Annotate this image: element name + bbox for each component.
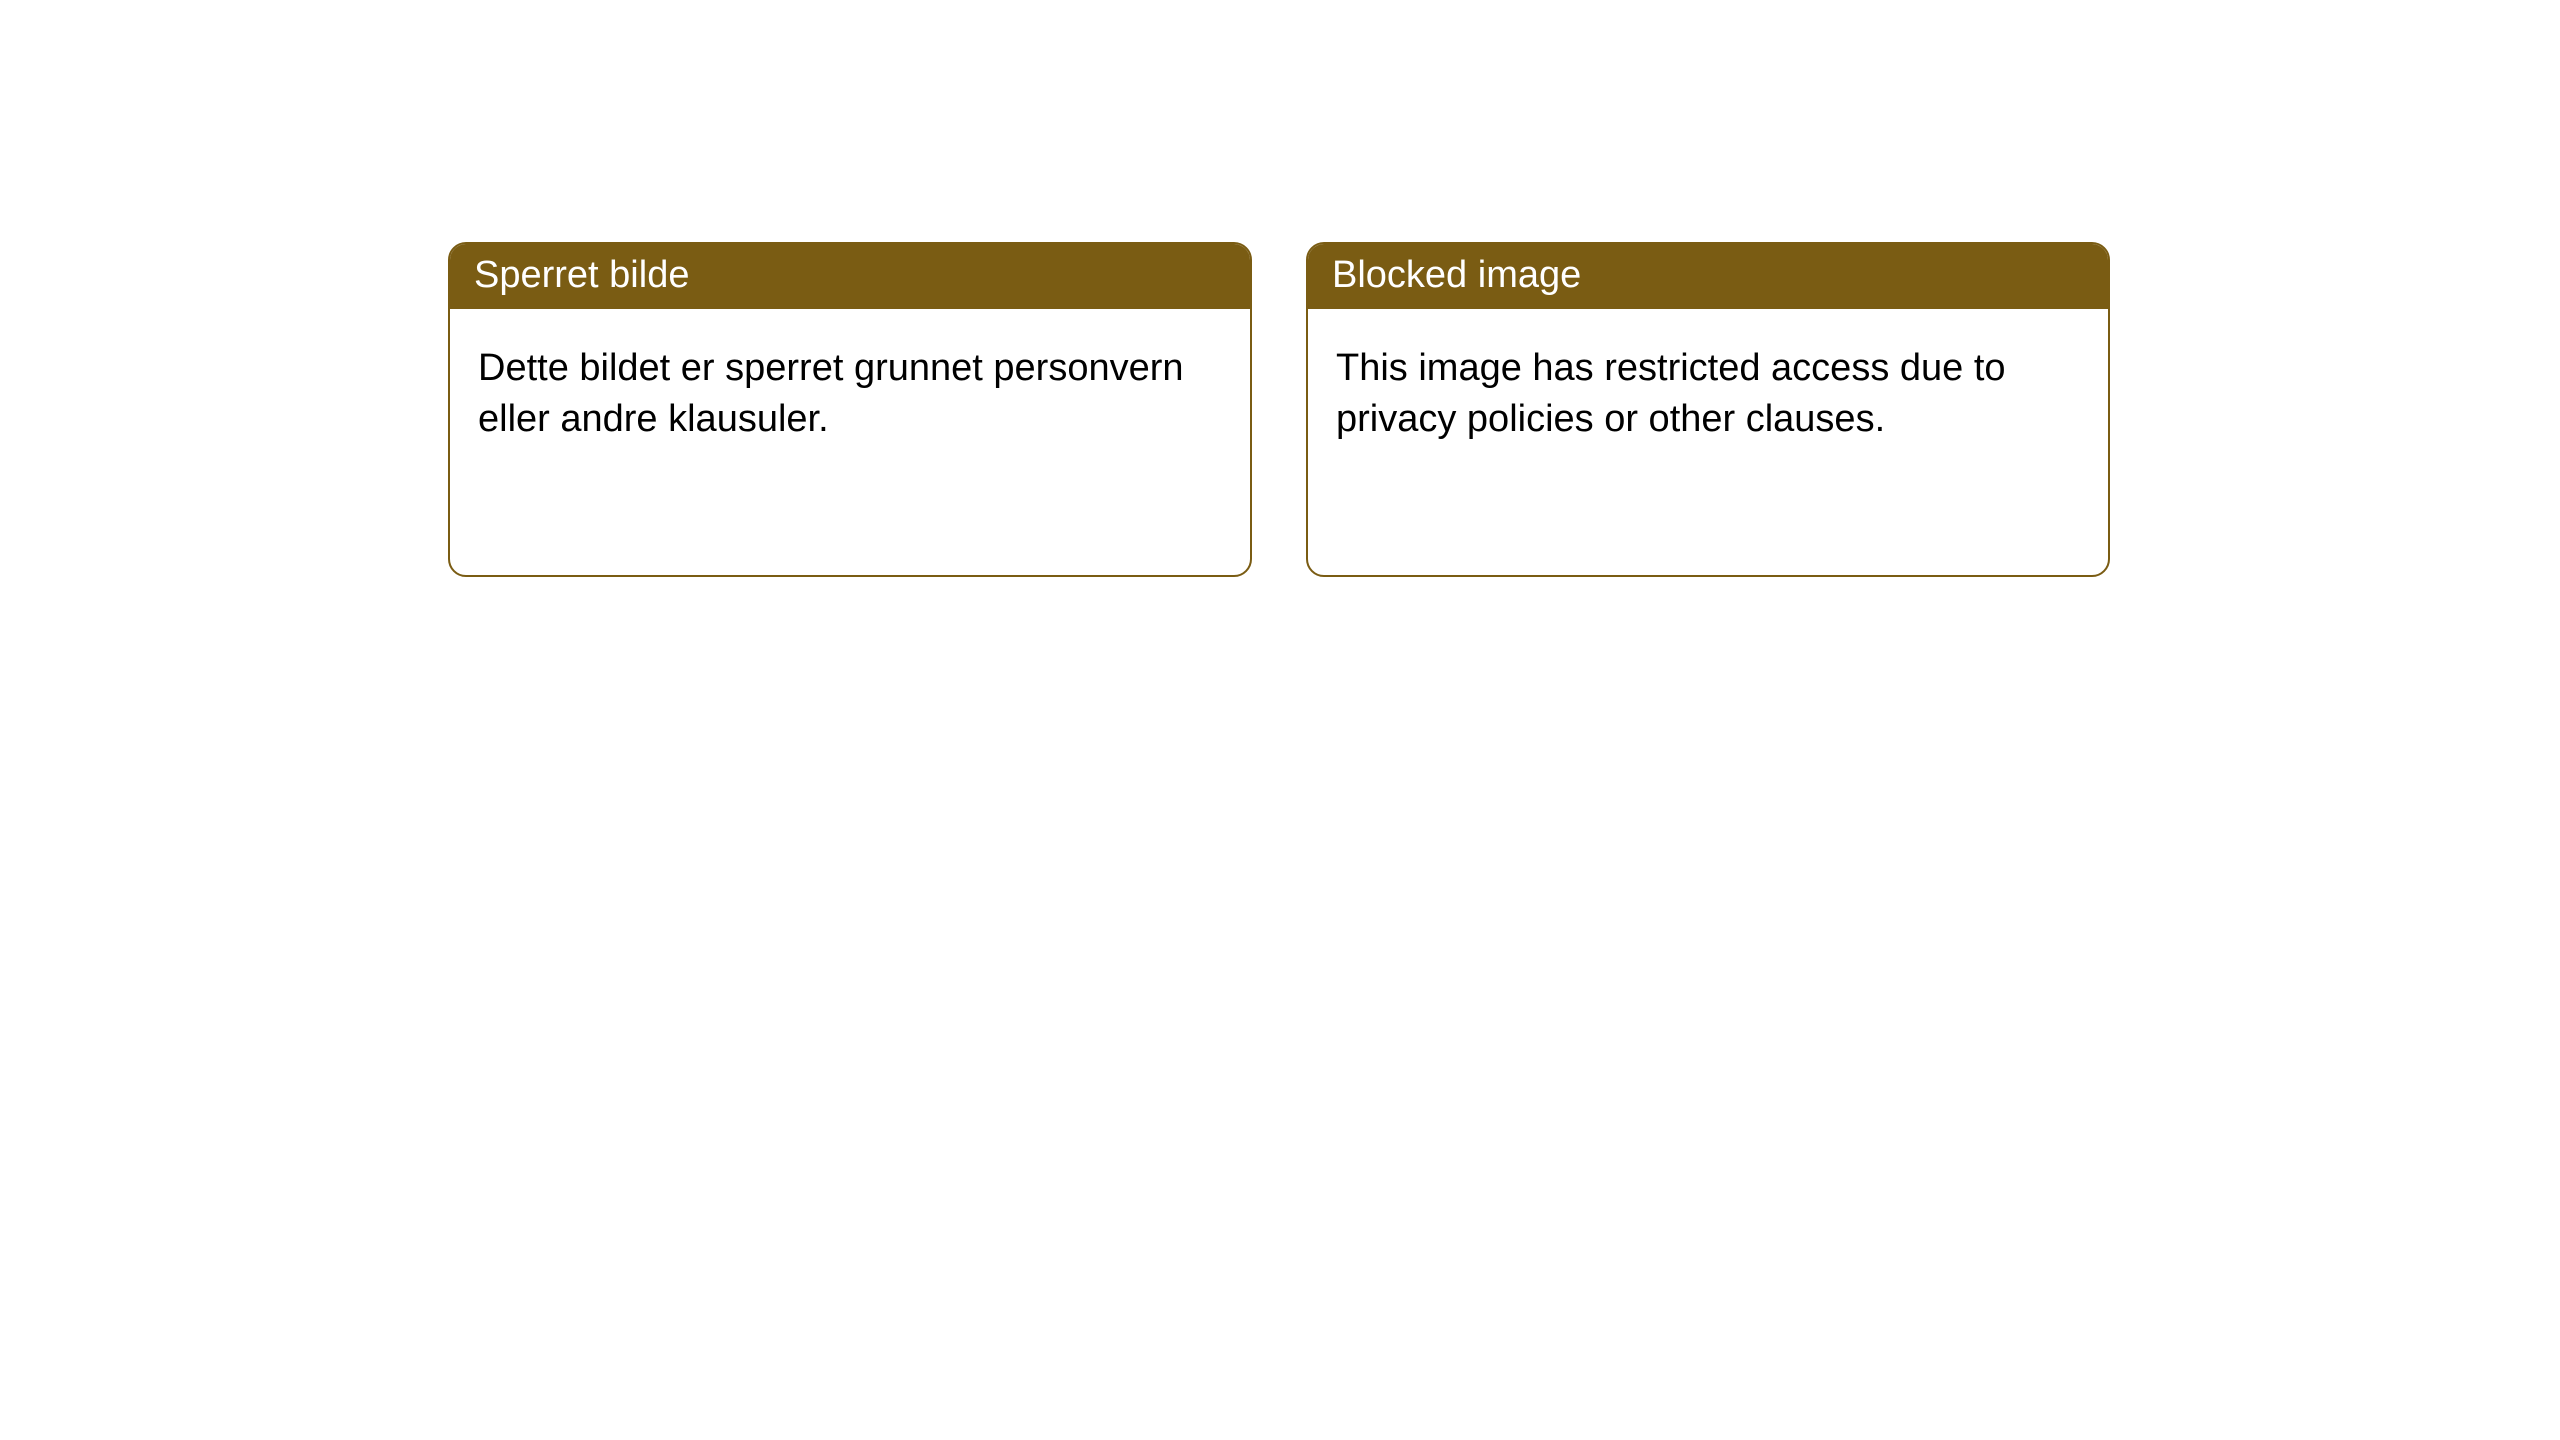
notice-title: Sperret bilde (450, 244, 1250, 309)
notice-box-norwegian: Sperret bilde Dette bildet er sperret gr… (448, 242, 1252, 577)
notice-title: Blocked image (1308, 244, 2108, 309)
notice-body: Dette bildet er sperret grunnet personve… (450, 309, 1250, 480)
notice-body: This image has restricted access due to … (1308, 309, 2108, 480)
notice-box-english: Blocked image This image has restricted … (1306, 242, 2110, 577)
notice-container: Sperret bilde Dette bildet er sperret gr… (0, 0, 2560, 577)
